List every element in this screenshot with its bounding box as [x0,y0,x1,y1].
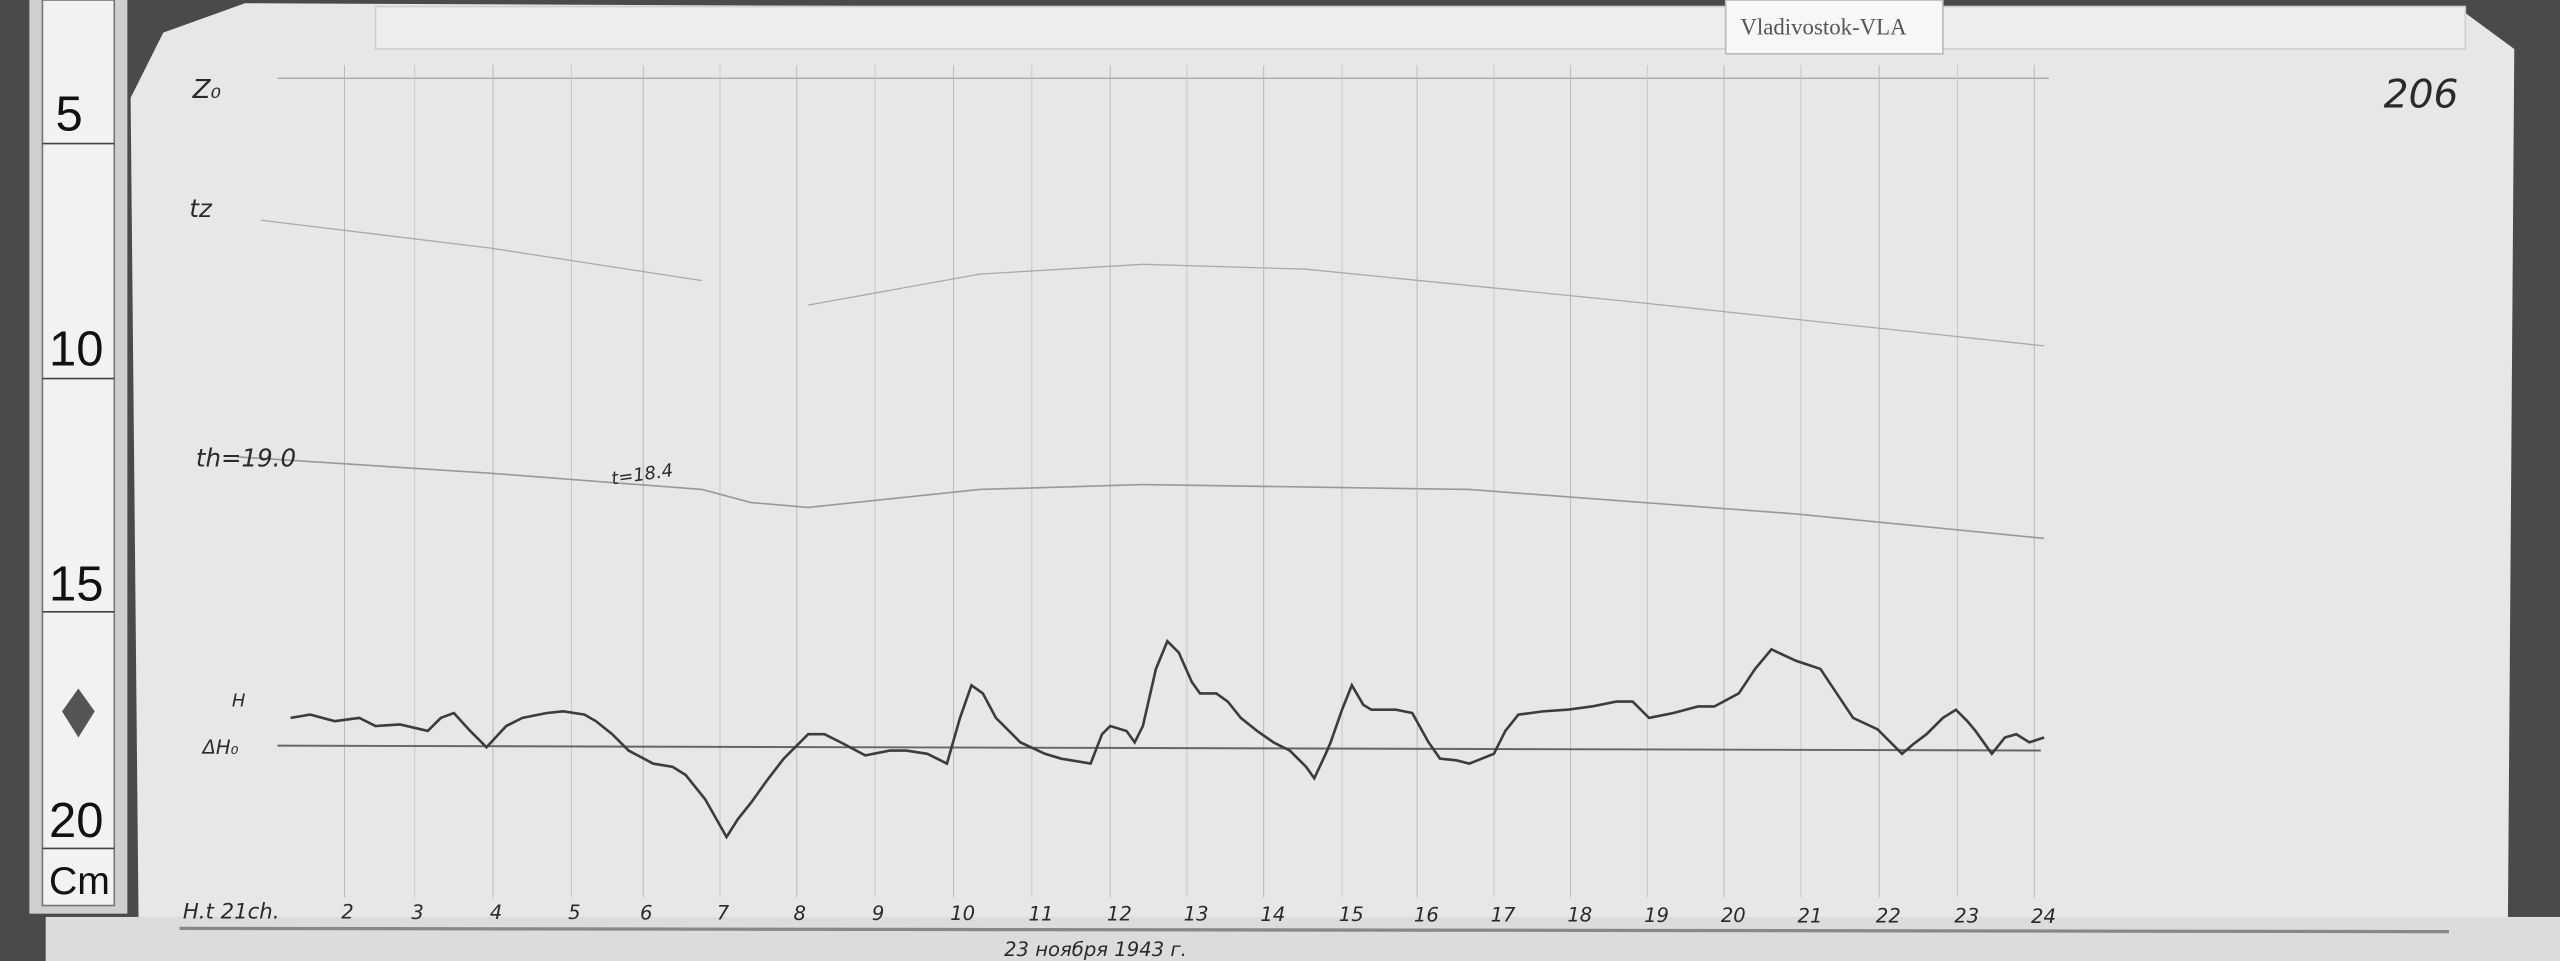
top-strip [374,5,2467,50]
station-label-text: Vladivostok-VLA [1740,14,1907,39]
hour-label: 15 [1339,903,1364,926]
ruler-unit: Cm [49,860,110,903]
ruler-mark-5: 5 [56,88,83,142]
hour-label: 7 [717,902,730,925]
hour-label: 2 [341,901,353,924]
z0-label: Z₀ [192,75,222,105]
hour-label: 4 [490,901,502,924]
hour-label: 10 [950,902,975,925]
h-label: H [232,690,246,711]
h-baseline [277,744,2041,752]
hour-label: 12 [1107,903,1132,926]
hour-label: 14 [1260,903,1285,926]
th-trace [236,456,2045,540]
ruler-mark-15: 15 [49,557,103,611]
delta-h-label: ΔH₀ [200,736,238,759]
hour-label: 20 [1721,904,1746,927]
tz-label: tz [189,194,213,223]
tz-trace-right [808,263,2045,347]
hour-label: 13 [1184,903,1209,926]
hour-label: 8 [793,902,805,925]
hour-label: 16 [1414,903,1439,926]
hour-label: 9 [872,902,884,925]
hour-label: 21 [1798,904,1823,927]
hour-label: 19 [1644,904,1669,927]
date-label: 23 ноября 1943 г. [1004,938,1187,961]
hour-labels: 2 3 4 5 6 7 8 9 10 11 12 13 14 15 16 17 18 19 20 21 22 23 24 [341,901,2056,928]
tz-trace-left [261,219,703,282]
hour-label: 17 [1491,904,1516,927]
traces [236,219,2045,840]
h-trace [290,638,2045,840]
sheet-number: 206 [2384,73,2459,118]
ruler-diamond-icon [62,688,95,738]
hour-label: 3 [411,901,423,924]
time-axis-start: H.t 21ch. [183,900,280,925]
hour-label: 5 [568,901,580,924]
hour-label: 22 [1876,904,1901,927]
hour-label: 18 [1567,904,1592,927]
bottom-edge-line [179,926,2449,934]
bottom-strip [45,916,2560,961]
hour-label: 6 [640,901,652,924]
hour-label: 24 [2031,905,2056,928]
hour-label: 23 [1954,905,1979,928]
ruler-mark-10: 10 [49,322,103,376]
magnetogram-sheet [130,3,2515,944]
hour-label: 11 [1029,902,1054,925]
centimeter-ruler: 5 10 15 20 Cm [29,0,128,914]
th-label: th=19.0 [196,444,296,473]
ruler-mark-20: 20 [49,794,103,848]
station-label: Vladivostok-VLA [1724,0,1944,55]
